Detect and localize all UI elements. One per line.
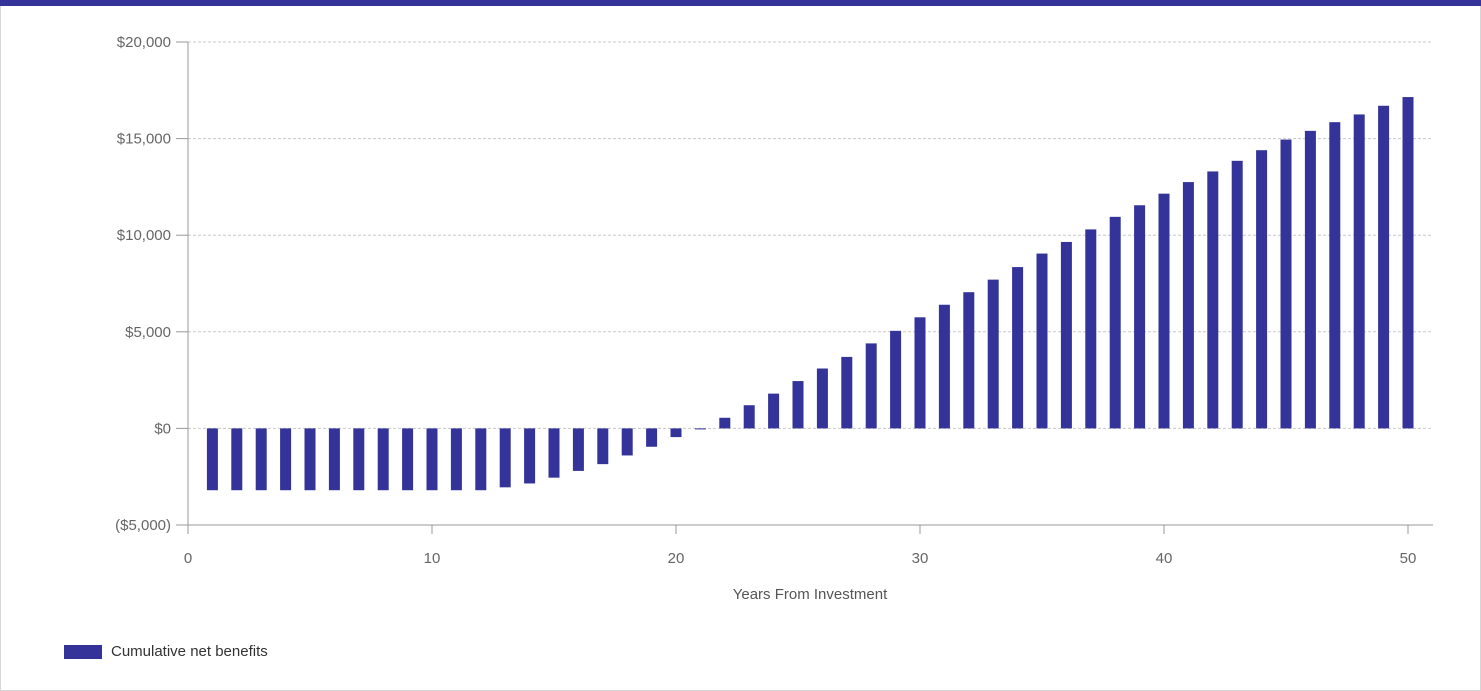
bar [304,428,316,491]
x-axis-title: Years From Investment [733,586,888,603]
bar [1085,229,1097,429]
bar [1036,253,1048,429]
bar [597,428,609,465]
x-tick-label: 0 [184,550,192,567]
bar [1402,97,1414,429]
bar [1329,122,1341,429]
bar [1353,114,1365,429]
bar [646,428,658,447]
bar [914,317,926,429]
y-tick-label: $15,000 [117,131,171,148]
legend-swatch [64,644,102,659]
bar [499,428,511,488]
bar [719,417,731,429]
bar [841,356,853,429]
bar [890,330,902,429]
legend-label: Cumulative net benefits [111,643,268,660]
x-tick-label: 40 [1156,550,1173,567]
y-tick-label: $20,000 [117,34,171,51]
bar [938,304,950,429]
bar [1256,150,1268,429]
bar [280,428,292,491]
bar [963,292,975,429]
bar [450,428,462,491]
bar [1060,241,1072,429]
bar [1158,193,1170,429]
y-tick-label: $10,000 [117,227,171,244]
bar [1280,139,1292,429]
bar [475,428,487,491]
bar [328,428,340,491]
bar [255,428,267,491]
top-accent-bar [0,0,1481,6]
bar [792,381,804,429]
bar [524,428,536,484]
x-tick-label: 10 [424,550,441,567]
axes [176,41,1433,534]
bar [572,428,584,471]
bar [377,428,389,491]
bar [694,428,706,430]
y-tick-label: $5,000 [125,324,171,341]
legend: Cumulative net benefits [64,643,268,660]
bar [353,428,365,491]
bar [621,428,633,456]
bar [402,428,414,491]
bar [1012,267,1024,429]
bar [816,368,828,429]
bar [1378,105,1390,429]
x-tick-label: 50 [1400,550,1417,567]
bar [768,393,780,429]
x-tick-label: 30 [912,550,929,567]
bar [1134,205,1146,429]
y-tick-label: $0 [154,420,171,437]
bar [743,405,755,429]
bar [206,428,218,491]
bar [548,428,560,478]
x-tick-label: 20 [668,550,685,567]
bar [1207,171,1219,429]
tick-labels: ($5,000) $0 $5,000 $10,000 $15,000 $20,000 0 10… [115,34,1416,567]
bar [1182,182,1194,429]
bar [426,428,438,491]
y-tick-label: ($5,000) [115,517,171,534]
grid-lines [188,41,1433,429]
bar [987,279,999,429]
bar [231,428,243,491]
bar [1109,216,1121,429]
bar [670,428,682,438]
bar [1304,130,1316,429]
bars [206,97,1414,491]
bar [1231,160,1243,429]
bar [865,343,877,429]
